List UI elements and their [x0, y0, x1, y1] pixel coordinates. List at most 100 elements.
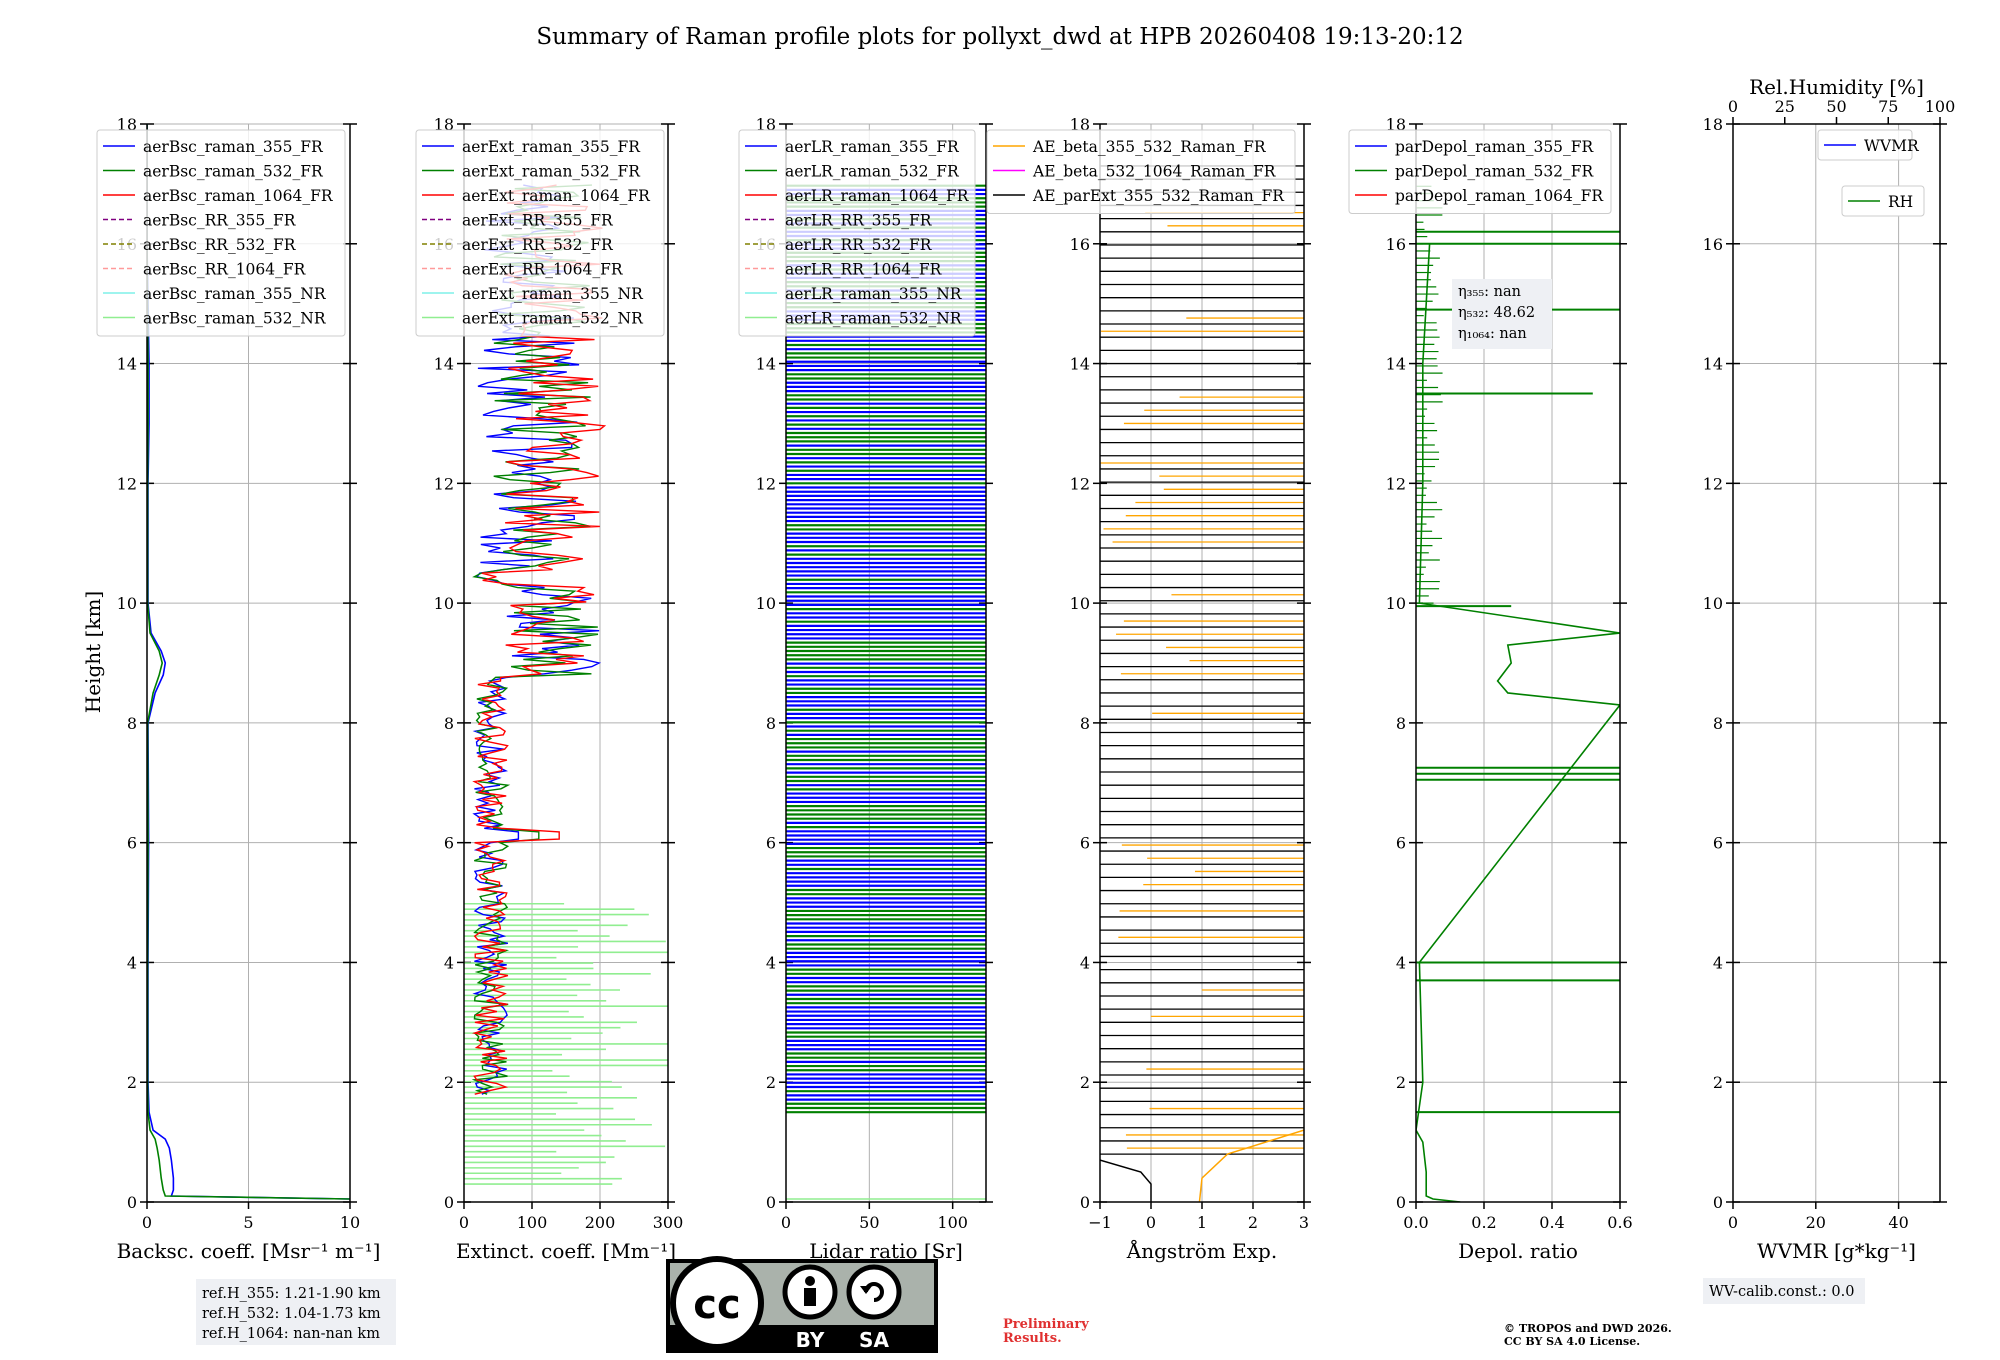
y-tick-label: 4	[1080, 953, 1090, 972]
legend-label: aerLR_raman_355_FR	[785, 138, 960, 156]
y-tick-label: 10	[1386, 594, 1406, 613]
preliminary-line-1: Preliminary	[1003, 1317, 1089, 1332]
y-tick-label: 16	[1703, 235, 1723, 254]
legend-label: aerBsc_RR_1064_FR	[143, 261, 307, 279]
x-tick-label: 10	[340, 1213, 360, 1232]
y-tick-label: 2	[1396, 1073, 1406, 1092]
x-axis-label: WVMR [g*kg⁻¹]	[1757, 1239, 1916, 1263]
top-axis-label: Rel.Humidity [%]	[1749, 75, 1924, 99]
x-tick-label: 3	[1299, 1213, 1309, 1232]
panel-3: 050100024681012141618Lidar ratio [Sr]aer…	[738, 115, 993, 1263]
y-tick-label: 10	[756, 594, 776, 613]
wv-calib-box: WV-calib.const.: 0.0	[1703, 1278, 1865, 1304]
legend-label: aerLR_raman_355_NR	[785, 285, 963, 303]
plot-area	[464, 184, 668, 1185]
copyright-line-1: © TROPOS and DWD 2026.	[1504, 1322, 1672, 1335]
y-tick-label: 12	[117, 474, 137, 493]
plot-area	[786, 184, 986, 1200]
legend-label: AE_parExt_355_532_Raman_FR	[1032, 187, 1285, 205]
chart-title: Summary of Raman profile plots for polly…	[536, 24, 1463, 50]
plot-area	[1416, 185, 1620, 1202]
y-tick-label: 14	[1070, 355, 1090, 374]
y-axis-label: Height [km]	[81, 591, 105, 713]
y-tick-label: 0	[444, 1193, 454, 1212]
cc-by-label: BY	[796, 1328, 825, 1352]
legend-box	[1817, 129, 1913, 161]
y-tick-label: 4	[127, 953, 137, 972]
y-tick-label: 14	[756, 355, 776, 374]
legend-box	[738, 129, 976, 337]
legend-label: aerLR_raman_532_NR	[785, 310, 963, 328]
legend-label: aerExt_raman_1064_FR	[462, 187, 651, 205]
y-tick-label: 16	[1070, 235, 1090, 254]
top-tick-label: 0	[1728, 97, 1738, 116]
legend-label: AE_beta_355_532_Raman_FR	[1032, 138, 1267, 156]
legend-label: aerBsc_raman_532_FR	[143, 163, 324, 181]
x-tick-label: 40	[1888, 1213, 1908, 1232]
x-axis-label: Backsc. coeff. [Msr⁻¹ m⁻¹]	[117, 1239, 381, 1263]
y-tick-label: 4	[444, 953, 454, 972]
y-tick-label: 4	[766, 953, 776, 972]
x-tick-label: 2	[1248, 1213, 1258, 1232]
copyright-line-2: CC BY SA 4.0 License.	[1504, 1335, 1640, 1348]
legend-label: aerLR_RR_1064_FR	[785, 261, 943, 279]
wv-calib-const: WV-calib.const.: 0.0	[1709, 1284, 1855, 1300]
y-tick-label: 6	[1713, 834, 1723, 853]
y-tick-label: 18	[434, 115, 454, 134]
x-tick-label: −1	[1088, 1213, 1112, 1232]
legend-label: aerLR_raman_1064_FR	[785, 187, 970, 205]
y-tick-label: 14	[1703, 355, 1723, 374]
x-tick-label: 0.4	[1539, 1213, 1564, 1232]
series-AE-parExt-low	[1100, 1159, 1152, 1202]
panel-5: 0.0 0.2 0.4 0.6 0 2 4 6 8 10 12 14 16 18 Depol. ratio p…	[1348, 115, 1633, 1263]
y-tick-label: 2	[1080, 1073, 1090, 1092]
top-tick-label: 100	[1925, 97, 1956, 116]
legend: aerLR_raman_355_FR aerLR_raman_532_FR aerL…	[738, 129, 976, 337]
y-tick-label: 16	[1386, 235, 1406, 254]
y-tick-label: 2	[1713, 1073, 1723, 1092]
legend-label: aerBsc_RR_532_FR	[143, 236, 297, 254]
x-tick-label: 0.0	[1403, 1213, 1428, 1232]
legend-label: aerBsc_raman_532_NR	[143, 310, 327, 328]
top-tick-label: 25	[1775, 97, 1795, 116]
y-tick-label: 18	[1386, 115, 1406, 134]
legend: aerExt_raman_355_FR aerExt_raman_532_FRae…	[415, 129, 665, 337]
legend-box	[1348, 129, 1612, 214]
y-tick-label: 6	[127, 834, 137, 853]
y-tick-label: 18	[1703, 115, 1723, 134]
legend-box-rh	[1841, 185, 1925, 217]
legend-label: aerExt_RR_1064_FR	[462, 261, 624, 279]
x-tick-label: 1	[1197, 1213, 1207, 1232]
panel-6: 0 20 40 0 2 4 6 8 10 12 14 16 18 WVMR [g*kg⁻¹] 0 25 50 75…	[1703, 75, 1956, 1263]
cc-license-badge[interactable]: cc BY SA	[666, 1256, 938, 1353]
y-tick-label: 0	[1080, 1193, 1090, 1212]
y-tick-label: 8	[1713, 714, 1723, 733]
y-tick-label: 12	[434, 474, 454, 493]
legend-label: WVMR	[1864, 137, 1920, 155]
legend-label: aerBsc_raman_355_FR	[143, 138, 324, 156]
top-tick-label: 75	[1878, 97, 1898, 116]
x-tick-label: 20	[1806, 1213, 1826, 1232]
legend-label: aerExt_RR_532_FR	[462, 236, 614, 254]
y-tick-label: 0	[127, 1193, 137, 1212]
legend-label: aerExt_raman_355_NR	[462, 285, 644, 303]
y-tick-label: 8	[127, 714, 137, 733]
legend-box	[415, 129, 665, 337]
legend: parDepol_raman_355_FR parDepol_raman_532_…	[1348, 129, 1612, 214]
x-tick-label: 0	[142, 1213, 152, 1232]
y-tick-label: 2	[766, 1073, 776, 1092]
y-tick-label: 10	[117, 594, 137, 613]
x-tick-label: 0	[1728, 1213, 1738, 1232]
y-tick-label: 2	[127, 1073, 137, 1092]
legend-label: aerBsc_RR_355_FR	[143, 212, 297, 230]
top-tick-label: 50	[1826, 97, 1846, 116]
y-tick-label: 8	[444, 714, 454, 733]
x-tick-label: 100	[937, 1213, 968, 1232]
y-tick-label: 10	[1070, 594, 1090, 613]
y-tick-label: 12	[1070, 474, 1090, 493]
legend-label: aerBsc_raman_1064_FR	[143, 187, 334, 205]
y-tick-label: 8	[1080, 714, 1090, 733]
series-parDepol-532	[1416, 243, 1620, 1202]
x-tick-label: 200	[585, 1213, 616, 1232]
